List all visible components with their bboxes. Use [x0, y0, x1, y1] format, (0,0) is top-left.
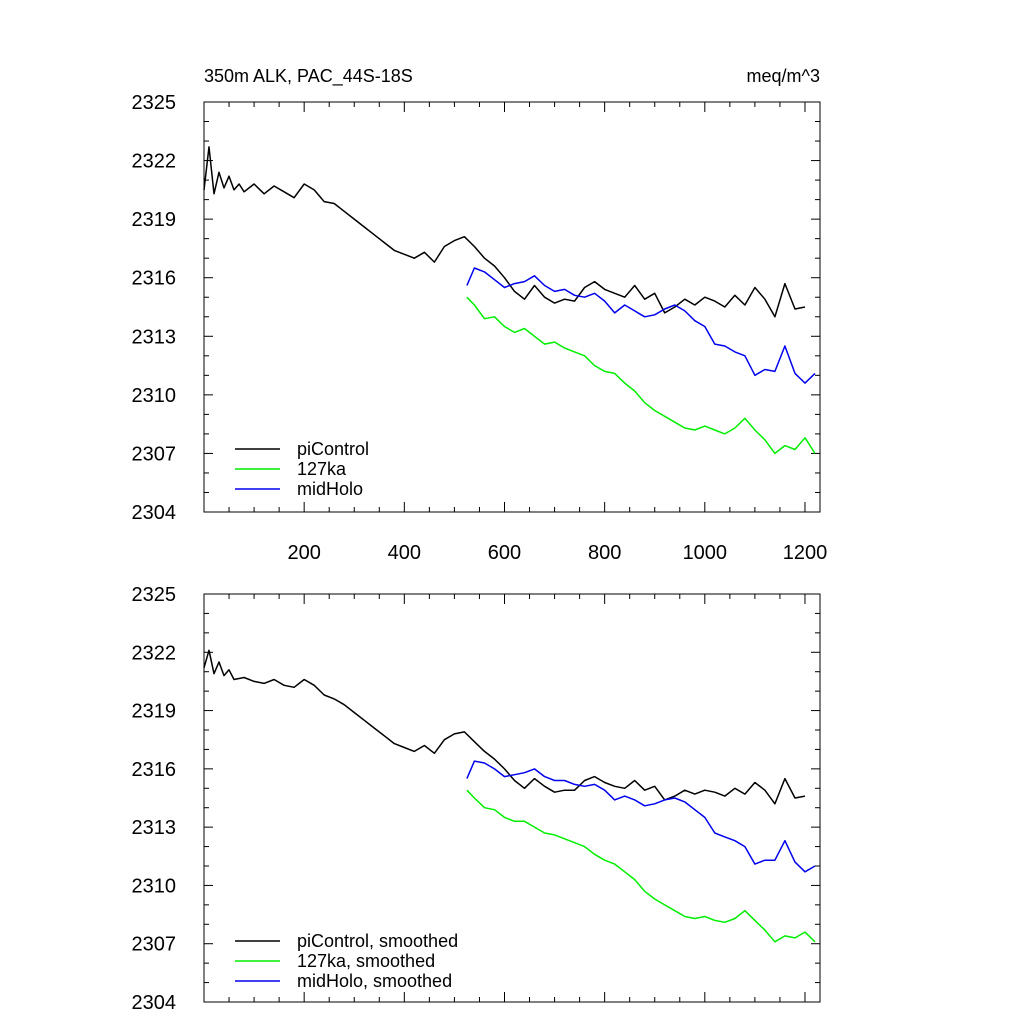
y-tick-label: 2319 [132, 701, 177, 723]
legend-label: midHolo [297, 479, 363, 499]
y-tick-label: 2307 [132, 934, 177, 956]
series-line-127ka [466, 789, 816, 943]
x-tick-label: 1200 [783, 542, 828, 564]
x-tick-label: 1000 [683, 542, 728, 564]
series-line-midholo [466, 267, 816, 384]
y-tick-label: 2310 [132, 385, 177, 407]
y-tick-label: 2325 [132, 92, 177, 114]
x-tick-label: 200 [287, 542, 320, 564]
legend-label: piControl [297, 439, 369, 459]
x-tick-label: 800 [588, 542, 621, 564]
y-tick-label: 2322 [132, 151, 177, 173]
plot-frame [203, 593, 821, 1003]
y-tick-label: 2316 [132, 268, 177, 290]
legend-label: piControl, smoothed [297, 931, 458, 951]
x-tick-label: 600 [488, 542, 521, 564]
y-tick-label: 2310 [132, 875, 177, 897]
y-tick-label: 2304 [132, 992, 177, 1014]
series-line-picontrol [203, 649, 806, 805]
y-tick-label: 2313 [132, 326, 177, 348]
units-label: meq/m^3 [746, 66, 820, 86]
legend-label: midHolo, smoothed [297, 971, 452, 991]
y-tick-label: 2319 [132, 209, 177, 231]
y-tick-label: 2325 [132, 584, 177, 606]
y-tick-label: 2304 [132, 502, 177, 524]
y-tick-label: 2307 [132, 443, 177, 465]
y-tick-label: 2322 [132, 642, 177, 664]
chart-title: 350m ALK, PAC_44S-18S [204, 66, 413, 86]
series-line-127ka [466, 296, 816, 455]
y-tick-label: 2316 [132, 759, 177, 781]
series-line-midholo [466, 760, 816, 873]
y-tick-label: 2313 [132, 817, 177, 839]
x-tick-label: 400 [388, 542, 421, 564]
legend-label: 127ka, smoothed [297, 951, 435, 971]
plot-frame [203, 101, 821, 513]
legend-label: 127ka [297, 459, 347, 479]
series-line-picontrol [203, 146, 806, 318]
